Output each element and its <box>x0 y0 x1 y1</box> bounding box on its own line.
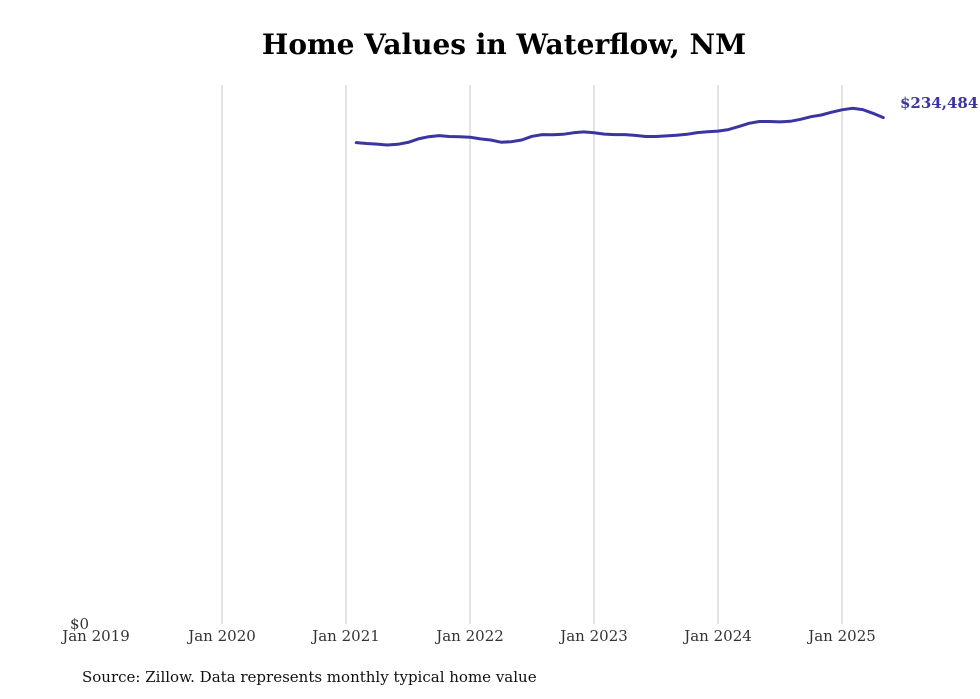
x-tick-label: Jan 2023 <box>558 627 628 645</box>
x-tick-label: Jan 2021 <box>310 627 380 645</box>
chart-title: Home Values in Waterflow, NM <box>261 28 747 61</box>
x-tick-label: Jan 2020 <box>186 627 256 645</box>
source-note: Source: Zillow. Data represents monthly … <box>82 668 537 686</box>
axis-tick-labels: Jan 2019 Jan 2020 Jan 2021 Jan 2022 Jan 2023… <box>60 627 876 645</box>
series-layer <box>354 106 885 147</box>
x-tick-label: Jan 2025 <box>806 627 876 645</box>
y-tick-label: $0 <box>70 615 89 633</box>
x-tick-label: Jan 2024 <box>682 627 752 645</box>
x-tick-label: Jan 2019 <box>60 627 130 645</box>
end-value-label: $234,484 <box>900 94 978 112</box>
gridlines <box>221 85 843 624</box>
x-tick-label: Jan 2022 <box>434 627 504 645</box>
series-line <box>354 106 885 147</box>
